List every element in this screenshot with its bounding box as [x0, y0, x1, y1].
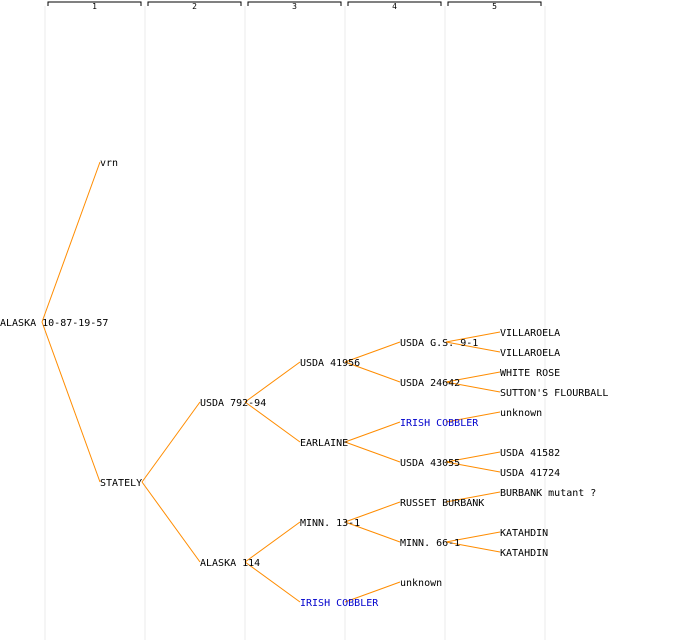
pedigree-edge [445, 381, 501, 393]
variety-label: MINN. 66-1 [400, 538, 460, 549]
variety-label: BURBANK mutant ? [500, 488, 596, 499]
pedigree-edge [445, 331, 501, 343]
variety-label: MINN. 13-1 [300, 518, 360, 529]
pedigree-edge [445, 531, 501, 543]
generation-header: 1 2 3 4 5 [47, 1, 542, 11]
variety-label: USDA 41582 [500, 448, 560, 459]
generation-number: 4 [392, 2, 397, 11]
generation-header-bracket [447, 1, 542, 6]
pedigree-edge [41, 321, 101, 483]
variety-label: USDA 792-94 [200, 398, 266, 409]
pedigree-edge [244, 521, 301, 563]
variety-label: USDA 41724 [500, 468, 560, 479]
pedigree-edge [41, 161, 101, 323]
pedigree-edge [344, 581, 401, 603]
generation-header-bracket [47, 1, 142, 6]
pedigree-edge [344, 421, 401, 443]
pedigree-nodes: ALASKA 10-87-19-57 vrn STATELY USDA 792-94 A… [0, 158, 608, 609]
variety-label: USDA G.S. 9-1 [400, 338, 478, 349]
pedigree-edge [344, 501, 401, 523]
variety-label: USDA 41956 [300, 358, 360, 369]
generation-header-bracket [247, 1, 342, 6]
pedigree-edge [344, 521, 401, 543]
pedigree-edge [445, 411, 501, 423]
variety-label: VILLAROELA [500, 328, 560, 339]
variety-label: EARLAINE [300, 438, 348, 449]
variety-label: RUSSET BURBANK [400, 498, 484, 509]
pedigree-edges [41, 161, 501, 603]
pedigree-edge [344, 441, 401, 463]
pedigree-edge [141, 401, 201, 483]
variety-label: USDA 24642 [400, 378, 460, 389]
pedigree-edge [445, 491, 501, 503]
pedigree-edge [445, 461, 501, 473]
variety-label: SUTTON'S FLOURBALL [500, 388, 608, 399]
pedigree-edge [445, 341, 501, 353]
column-dividers [44, 6, 546, 640]
variety-label: STATELY [100, 478, 142, 489]
pedigree-edge [445, 371, 501, 383]
generation-number: 2 [192, 2, 197, 11]
pedigree-edge [244, 361, 301, 403]
variety-label: KATAHDIN [500, 528, 548, 539]
variety-link[interactable]: IRISH COBBLER [300, 598, 379, 609]
variety-label: ALASKA 10-87-19-57 [0, 318, 108, 329]
variety-label: vrn [100, 158, 118, 169]
pedigree-edge [344, 341, 401, 363]
variety-label: unknown [400, 578, 442, 589]
generation-number: 3 [292, 2, 297, 11]
generation-number: 1 [92, 2, 97, 11]
pedigree-edge [141, 481, 201, 563]
pedigree-edge [445, 541, 501, 553]
pedigree-edge [445, 451, 501, 463]
variety-label: unknown [500, 408, 542, 419]
variety-label: KATAHDIN [500, 548, 548, 559]
generation-header-bracket [147, 1, 242, 6]
generation-header-bracket [347, 1, 442, 6]
generation-number: 5 [492, 2, 497, 11]
variety-link[interactable]: IRISH COBBLER [400, 418, 479, 429]
pedigree-edge [344, 361, 401, 383]
pedigree-edge [244, 401, 301, 443]
variety-label: USDA 43055 [400, 458, 460, 469]
pedigree-edge [244, 561, 301, 603]
variety-label: ALASKA 114 [200, 558, 260, 569]
variety-label: WHITE ROSE [500, 368, 560, 379]
variety-label: VILLAROELA [500, 348, 560, 359]
